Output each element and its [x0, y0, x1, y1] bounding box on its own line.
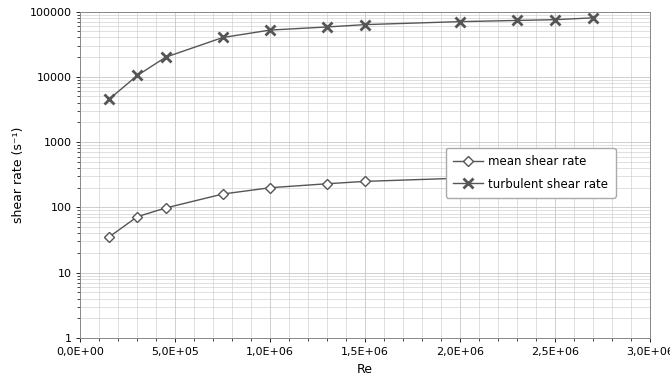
mean shear rate — [133, 214, 141, 219]
mean shear rate — [361, 179, 369, 184]
mean shear rate — [105, 235, 113, 240]
mean shear rate — [513, 174, 521, 179]
Line: turbulent shear rate: turbulent shear rate — [104, 13, 598, 104]
turbulent shear rate — [456, 19, 464, 24]
X-axis label: Re: Re — [357, 362, 373, 376]
mean shear rate — [589, 172, 597, 177]
Legend: mean shear rate, turbulent shear rate: mean shear rate, turbulent shear rate — [446, 148, 616, 198]
mean shear rate — [219, 192, 227, 196]
mean shear rate — [456, 176, 464, 180]
mean shear rate — [162, 205, 170, 210]
Y-axis label: shear rate (s⁻¹): shear rate (s⁻¹) — [12, 127, 25, 223]
turbulent shear rate — [361, 22, 369, 27]
turbulent shear rate — [133, 73, 141, 78]
turbulent shear rate — [513, 18, 521, 23]
turbulent shear rate — [323, 25, 331, 29]
mean shear rate — [266, 185, 274, 190]
turbulent shear rate — [105, 97, 113, 102]
turbulent shear rate — [551, 17, 559, 22]
turbulent shear rate — [266, 28, 274, 32]
turbulent shear rate — [162, 55, 170, 60]
mean shear rate — [323, 182, 331, 186]
Line: mean shear rate: mean shear rate — [105, 171, 596, 241]
turbulent shear rate — [589, 15, 597, 20]
mean shear rate — [551, 173, 559, 177]
turbulent shear rate — [219, 35, 227, 40]
